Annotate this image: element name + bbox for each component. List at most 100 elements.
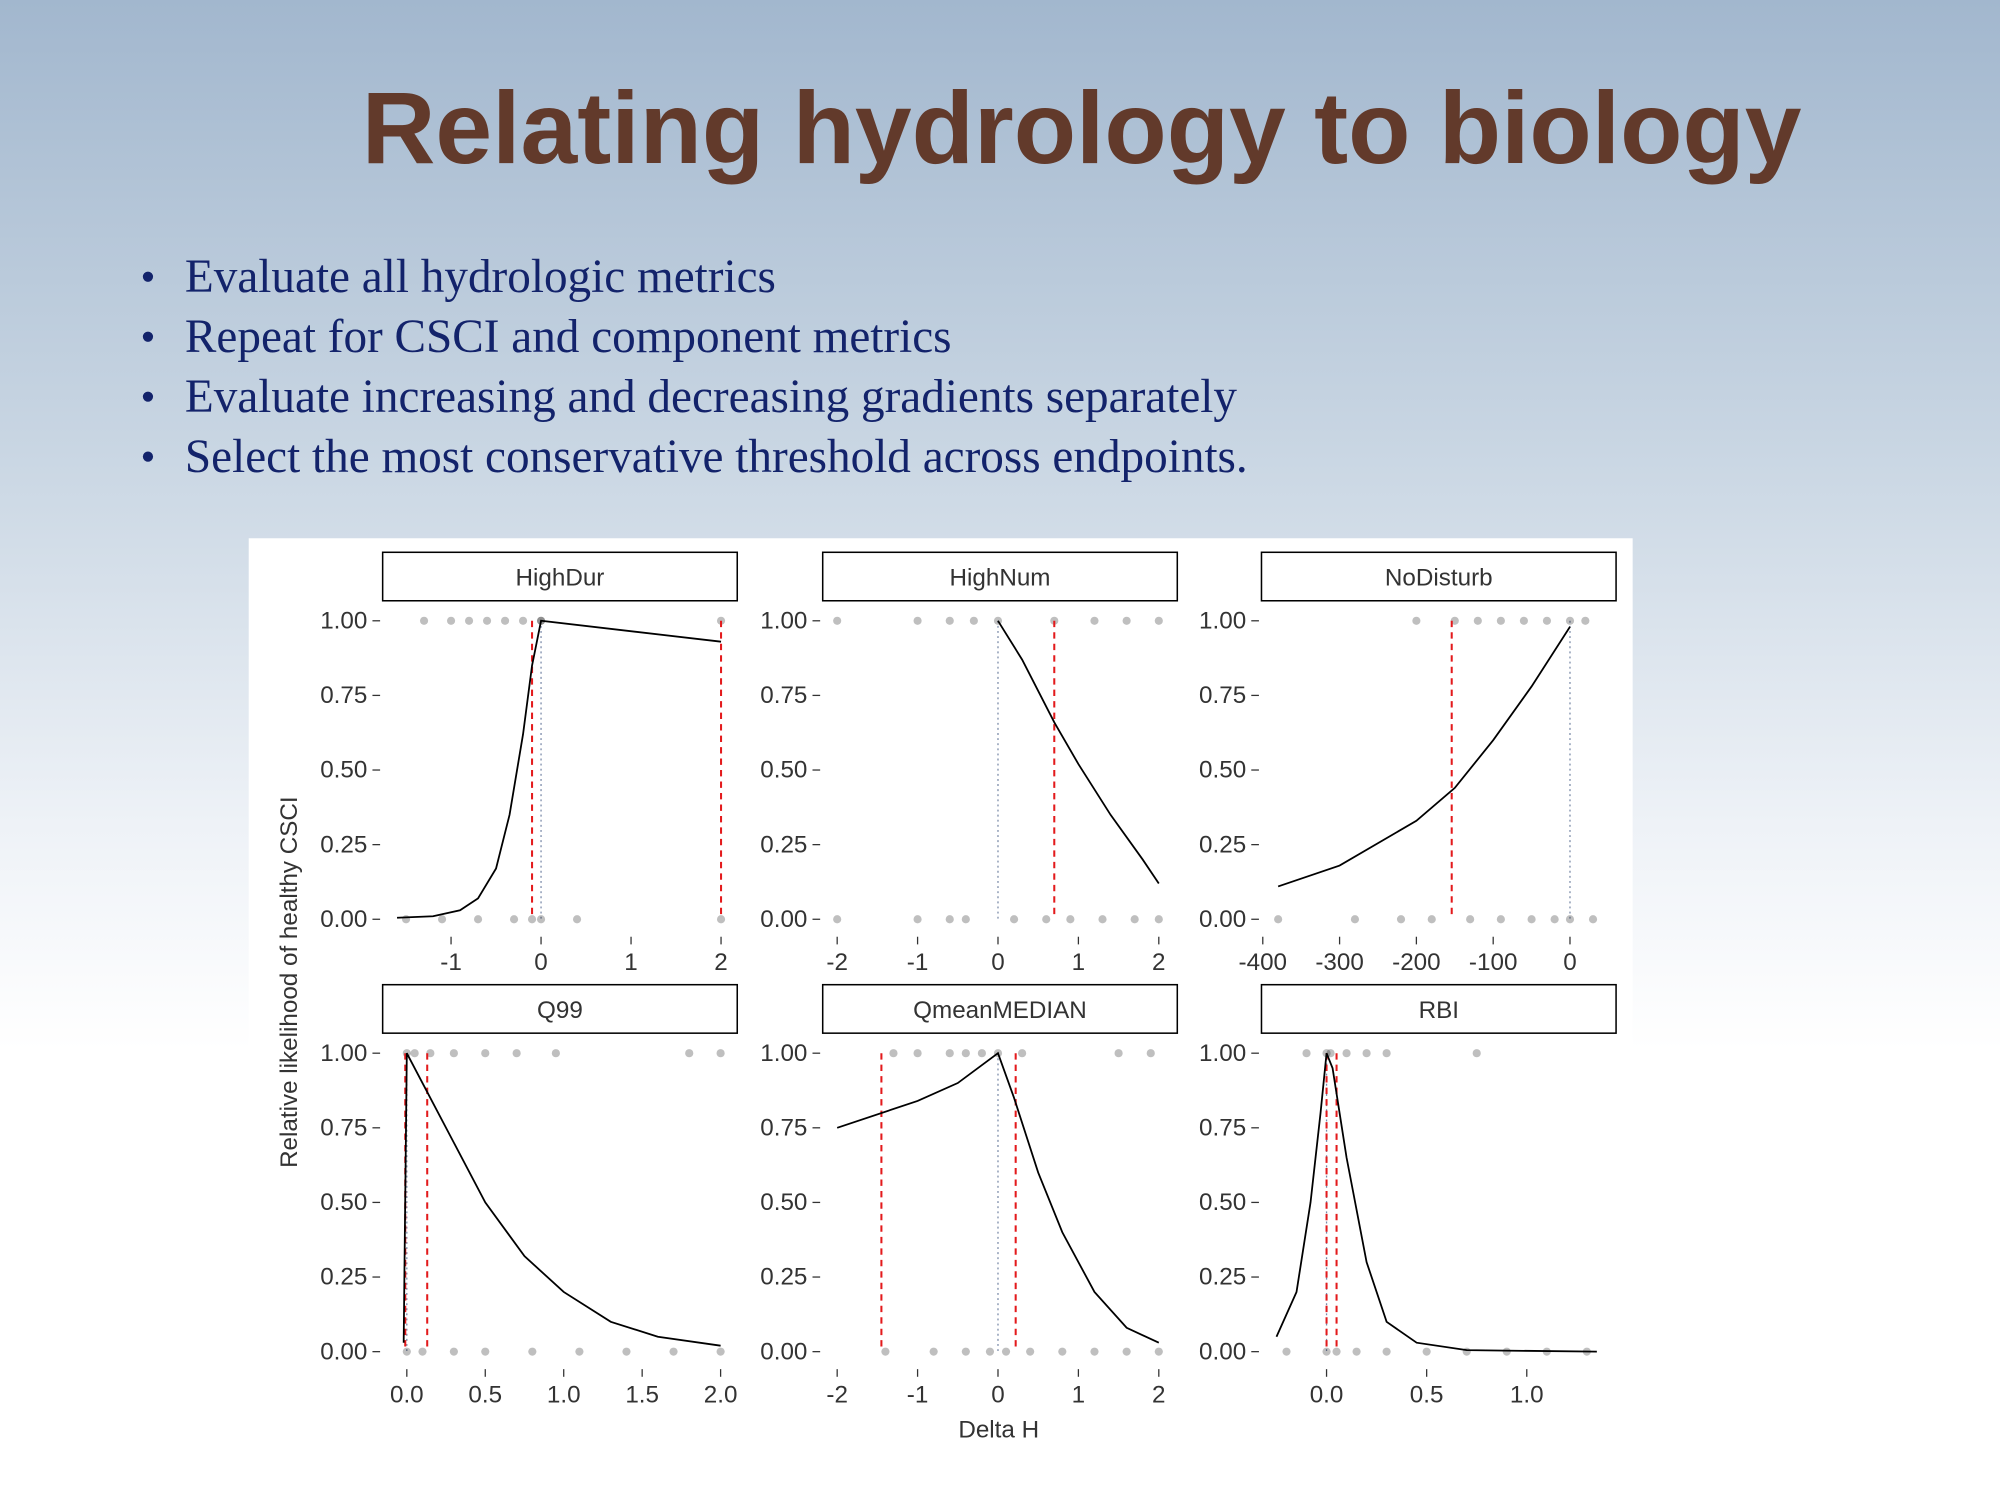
x-tick-label: 2 [1152,949,1165,976]
data-point [1042,915,1051,924]
data-point [716,1347,725,1356]
data-point [716,616,726,625]
bullet-dot [142,271,154,282]
data-point [1001,1347,1011,1356]
facet-title: HighDur [516,564,605,591]
data-point [410,1049,419,1058]
data-point [1527,915,1536,924]
data-point [913,1049,922,1058]
facet-title: Q99 [537,997,583,1024]
x-tick-label: -1 [907,949,929,976]
data-point [1154,616,1163,625]
data-point [1154,915,1163,924]
y-tick-label: 1.00 [320,607,367,634]
x-tick-label: 1 [1072,949,1085,976]
x-tick-label: -2 [826,949,848,976]
x-tick-label: 1.5 [625,1381,659,1408]
bullet-dot [142,451,154,462]
y-tick-label: 0.25 [1199,831,1246,858]
y-tick-label: 0.50 [320,757,367,784]
data-point [1496,915,1505,924]
y-tick-label: 0.50 [760,757,807,784]
y-tick-label: 0.75 [1199,682,1246,709]
x-tick-label: -100 [1469,949,1517,976]
y-tick-label: 0.25 [320,831,367,858]
data-point [1550,915,1559,924]
data-point [419,616,429,625]
data-point [402,1347,411,1356]
data-point [1362,1049,1371,1058]
y-tick-label: 0.75 [1199,1114,1246,1141]
data-point [536,915,546,924]
data-point [945,1049,954,1058]
data-point [481,1049,490,1058]
y-tick-label: 1.00 [760,607,807,634]
y-tick-label: 1.00 [320,1040,367,1067]
fitted-curve [997,620,1160,884]
y-tick-label: 0.50 [760,1189,807,1216]
x-tick-label: 0.5 [1410,1381,1444,1408]
data-point [1382,1049,1391,1058]
data-point [418,1347,427,1356]
data-point [1472,1049,1481,1058]
bullet-list: Evaluate all hydrologic metrics Repeat f… [142,251,1248,483]
data-point [1565,915,1575,924]
y-tick-label: 0.75 [320,1114,367,1141]
facet-strip [1260,551,1617,602]
data-point [1058,1347,1067,1356]
data-point [1302,1049,1311,1058]
data-point [528,1347,537,1356]
data-point [1542,616,1552,625]
y-tick-label: 0.00 [320,906,367,933]
y-axis-label: Relative likelihood of healthy CSCI [276,796,303,1168]
data-point [1090,616,1099,625]
data-point [449,1347,458,1356]
facet: RBI 0.00 0.25 0.50 0.75 1.00 0.0 0.5 1.0 [1199,983,1617,1408]
data-point [575,1347,584,1356]
data-point [1122,1347,1131,1356]
data-point [969,616,978,625]
data-point [945,616,954,625]
y-tick-label: 0.00 [1199,1338,1246,1365]
data-point [1427,915,1436,924]
data-point [500,616,510,625]
bullet: Select the most conservative threshold a… [185,431,1248,483]
y-tick-label: 0.25 [1199,1264,1246,1291]
x-tick-label: 1 [624,949,637,976]
x-tick-label: -200 [1392,949,1440,976]
bullet-dot [142,331,154,342]
fitted-curve [397,619,722,919]
data-point [929,1347,938,1356]
data-point [426,1049,435,1058]
x-tick-label: 0 [991,949,1004,976]
data-point [1382,1347,1391,1356]
bullet-dot [142,391,154,402]
data-point [1396,915,1406,924]
x-tick-label: -300 [1315,949,1363,976]
data-point [473,915,483,924]
data-point [1282,1347,1291,1356]
data-point [961,915,970,924]
data-point [482,616,492,625]
data-point [1519,616,1528,625]
bullet: Repeat for CSCI and component metrics [185,311,952,363]
x-tick-label: -400 [1239,949,1287,976]
data-point [512,1049,521,1058]
x-tick-label: 0.0 [390,1381,424,1408]
data-point [1009,915,1019,924]
data-point [509,915,519,924]
x-tick-label: 2.0 [704,1381,738,1408]
data-point [1565,616,1575,625]
y-tick-label: 0.50 [320,1189,367,1216]
fitted-curve [836,1051,1160,1344]
fitted-curve [1275,1052,1597,1353]
x-tick-label: -1 [907,1381,929,1408]
data-point [1114,1049,1123,1058]
data-point [527,915,537,924]
data-point [1450,616,1459,625]
x-tick-label: 2 [714,949,727,976]
x-tick-label: 0 [1563,949,1576,976]
y-tick-label: 0.25 [760,831,807,858]
